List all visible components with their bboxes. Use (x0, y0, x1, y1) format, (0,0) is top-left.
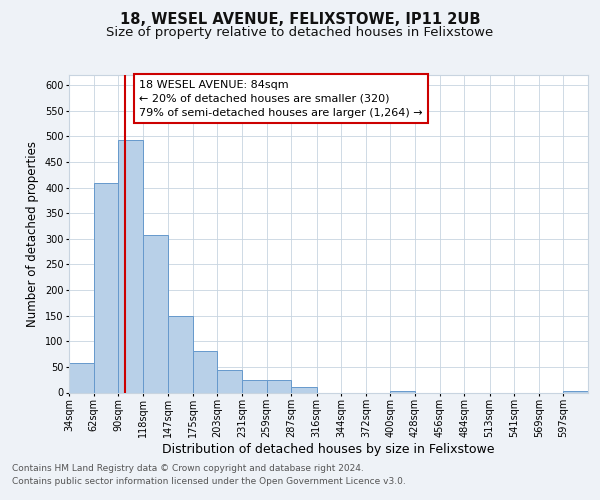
Bar (266, 380, 291, 392)
Bar (242, 380, 266, 392)
Bar (118, 140, 143, 392)
Bar (291, 388, 317, 392)
Text: Size of property relative to detached houses in Felixstowe: Size of property relative to detached ho… (106, 26, 494, 39)
Bar (193, 350, 217, 393)
Bar (69, 364, 94, 392)
Bar (94, 182, 118, 392)
Text: Contains public sector information licensed under the Open Government Licence v3: Contains public sector information licen… (12, 478, 406, 486)
Bar (168, 316, 193, 392)
Text: 18, WESEL AVENUE, FELIXSTOWE, IP11 2UB: 18, WESEL AVENUE, FELIXSTOWE, IP11 2UB (120, 12, 480, 28)
Bar (143, 236, 168, 392)
Text: Contains HM Land Registry data © Crown copyright and database right 2024.: Contains HM Land Registry data © Crown c… (12, 464, 364, 473)
Text: 18 WESEL AVENUE: 84sqm
← 20% of detached houses are smaller (320)
79% of semi-de: 18 WESEL AVENUE: 84sqm ← 20% of detached… (139, 80, 422, 118)
X-axis label: Distribution of detached houses by size in Felixstowe: Distribution of detached houses by size … (162, 443, 495, 456)
Bar (217, 370, 242, 392)
Y-axis label: Number of detached properties: Number of detached properties (26, 141, 39, 327)
